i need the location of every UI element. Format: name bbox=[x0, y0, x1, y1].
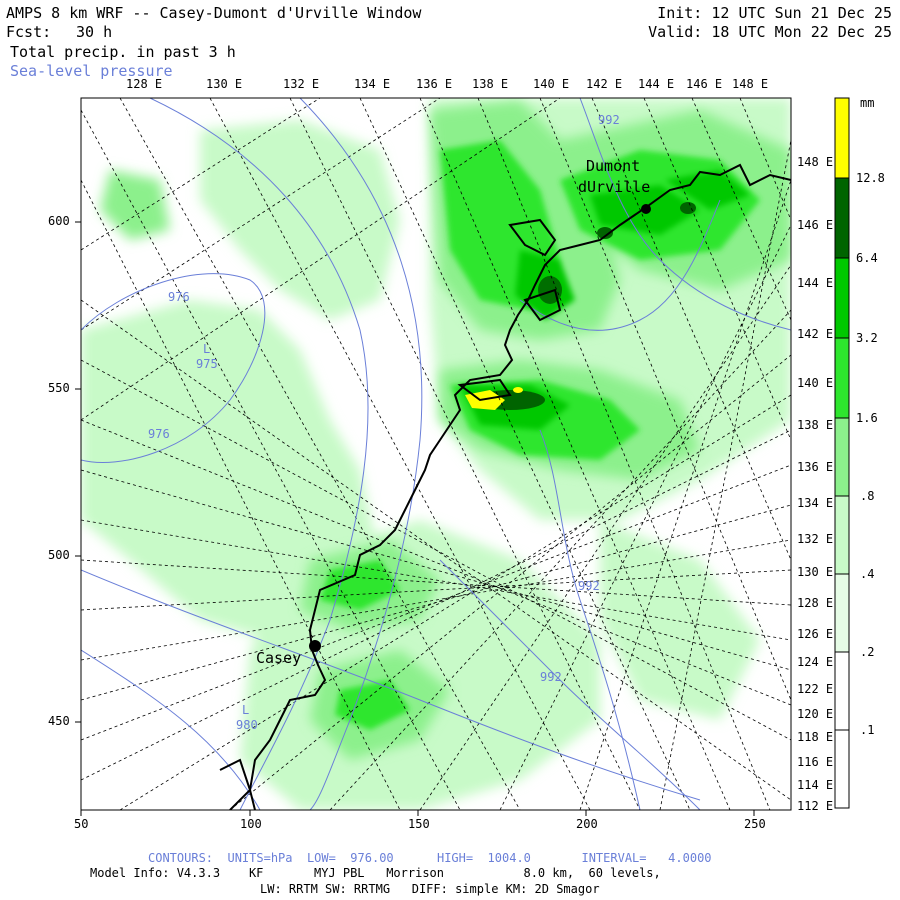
dumont-label: Dumont bbox=[586, 157, 641, 175]
overlay-label: Sea-level pressure bbox=[10, 62, 173, 80]
right-lat-label: 134 E bbox=[797, 496, 834, 510]
right-lat-label: 138 E bbox=[797, 418, 834, 432]
top-lon-label: 148 E bbox=[732, 77, 769, 91]
footer-contours: CONTOURS: UNITS=hPa LOW= 976.00 HIGH= 10… bbox=[148, 851, 712, 865]
precip-field bbox=[81, 98, 791, 810]
contour-label: 976 bbox=[148, 427, 170, 441]
colorbar-level: 12.8 bbox=[856, 171, 885, 185]
x-axis-label: 100 bbox=[240, 817, 262, 831]
y-axis-label: 550 bbox=[48, 381, 70, 395]
pressure-contours bbox=[81, 98, 791, 810]
top-lon-label: 142 E bbox=[586, 77, 623, 91]
right-lat-label: 146 E bbox=[797, 218, 834, 232]
low-marker: L bbox=[203, 342, 211, 356]
top-lon-label: 140 E bbox=[533, 77, 570, 91]
x-axis-label: 200 bbox=[576, 817, 598, 831]
right-lat-label: 142 E bbox=[797, 327, 834, 341]
top-lon-label: 138 E bbox=[472, 77, 509, 91]
map-title: AMPS 8 km WRF -- Casey-Dumont d'Urville … bbox=[6, 4, 422, 22]
colorbar-unit: mm bbox=[860, 96, 875, 110]
contour-label: 976 bbox=[168, 290, 190, 304]
top-lon-label: 128 E bbox=[126, 77, 163, 91]
footer-model-info: Model Info: V4.3.3 KF MYJ PBL Morrison 8… bbox=[90, 866, 661, 880]
right-lat-label: 114 E bbox=[797, 778, 834, 792]
footer-physics: LW: RRTM SW: RRTMG DIFF: simple KM: 2D S… bbox=[260, 882, 600, 896]
right-lat-label: 148 E bbox=[797, 155, 834, 169]
colorbar-level: .8 bbox=[860, 489, 875, 503]
graticule bbox=[81, 98, 791, 810]
top-lon-label: 130 E bbox=[206, 77, 243, 91]
axis-ticks bbox=[75, 221, 755, 816]
contour-label: 992 bbox=[578, 579, 600, 593]
colorbar-level: .2 bbox=[860, 645, 875, 659]
forecast-label: Fcst: bbox=[6, 23, 52, 41]
right-lat-label: 144 E bbox=[797, 276, 834, 290]
colorbar-level: .1 bbox=[860, 723, 875, 737]
dumont-station-marker bbox=[641, 204, 651, 214]
right-lat-label: 140 E bbox=[797, 376, 834, 390]
contour-label: 980 bbox=[236, 718, 258, 732]
low-marker: L bbox=[242, 703, 250, 717]
contour-label: 992 bbox=[598, 113, 620, 127]
x-axis-label: 250 bbox=[744, 817, 766, 831]
right-lat-label: 130 E bbox=[797, 565, 834, 579]
top-lon-label: 134 E bbox=[354, 77, 391, 91]
colorbar-level: 6.4 bbox=[856, 251, 878, 265]
colorbar-level: 1.6 bbox=[856, 411, 878, 425]
field-label: Total precip. in past 3 h bbox=[10, 43, 236, 61]
valid-time: Valid: 18 UTC Mon 22 Dec 25 bbox=[648, 23, 892, 41]
top-lon-label: 144 E bbox=[638, 77, 675, 91]
right-lat-label: 132 E bbox=[797, 532, 834, 546]
plot-frame bbox=[80, 97, 792, 811]
x-axis-label: 50 bbox=[74, 817, 89, 831]
contour-label: 992 bbox=[540, 670, 562, 684]
contour-label: 975 bbox=[196, 357, 218, 371]
colorbar-level: .4 bbox=[860, 567, 875, 581]
right-lat-label: 126 E bbox=[797, 627, 834, 641]
right-lat-label: 118 E bbox=[797, 730, 834, 744]
right-lat-label: 124 E bbox=[797, 655, 834, 669]
y-axis-label: 450 bbox=[48, 714, 70, 728]
top-lon-label: 136 E bbox=[416, 77, 453, 91]
top-lon-label: 132 E bbox=[283, 77, 320, 91]
casey-label: Casey bbox=[256, 649, 302, 667]
right-lat-label: 120 E bbox=[797, 707, 834, 721]
y-axis-label: 600 bbox=[48, 214, 70, 228]
init-time: Init: 12 UTC Sun 21 Dec 25 bbox=[657, 4, 892, 22]
coastline bbox=[219, 163, 791, 810]
y-axis-label: 500 bbox=[48, 548, 70, 562]
right-lat-label: 136 E bbox=[797, 460, 834, 474]
casey-station-marker bbox=[309, 640, 321, 652]
right-lat-label: 116 E bbox=[797, 755, 834, 769]
colorbar bbox=[834, 97, 850, 809]
x-axis-label: 150 bbox=[408, 817, 430, 831]
durville-label: dUrville bbox=[578, 178, 651, 196]
colorbar-level: 3.2 bbox=[856, 331, 878, 345]
top-lon-label: 146 E bbox=[686, 77, 723, 91]
right-lat-label: 112 E bbox=[797, 799, 834, 813]
right-lat-label: 122 E bbox=[797, 682, 834, 696]
right-lat-label: 128 E bbox=[797, 596, 834, 610]
forecast-hours: 30 h bbox=[76, 23, 113, 41]
